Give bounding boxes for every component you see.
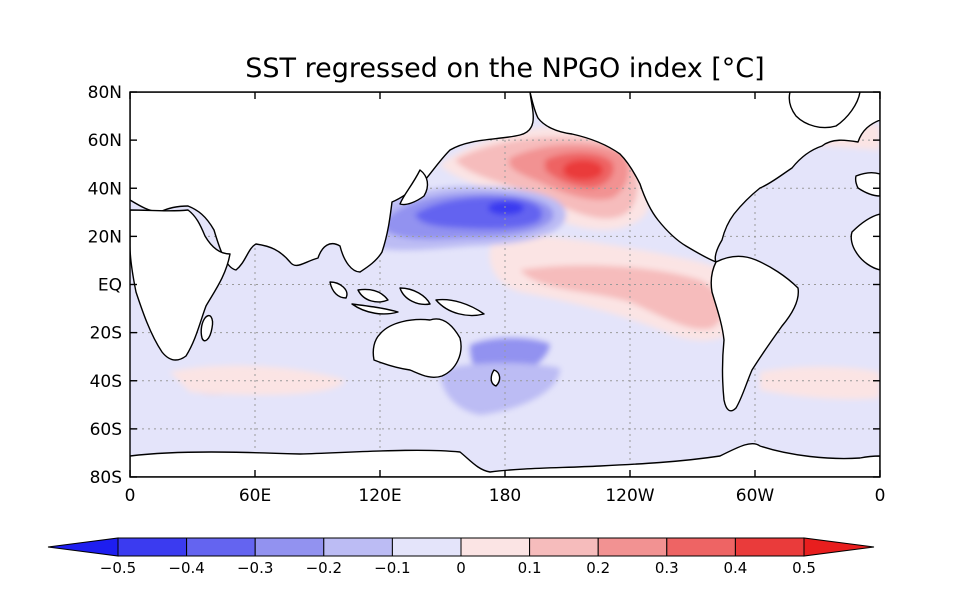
continents	[130, 92, 880, 477]
x-tick-label: 0	[875, 486, 886, 506]
warm-core-north-pacific	[563, 160, 603, 180]
colorbar-tick-label: −0.1	[374, 559, 410, 577]
x-tick-label: 120W	[605, 486, 654, 506]
colorbar-arrow-high	[803, 537, 875, 557]
colorbar-tick-label: 0.5	[792, 559, 816, 577]
colorbar-segment	[391, 537, 462, 557]
land-maritime-continent	[329, 281, 485, 317]
y-tick-label: 80S	[90, 468, 122, 488]
x-tick-label: 60W	[736, 486, 775, 506]
axis-ticks	[129, 91, 881, 478]
x-tick-label: 180	[489, 486, 521, 506]
cold-core-west-pacific	[488, 201, 524, 215]
colorbar-segment	[254, 537, 325, 557]
colorbar-tick-label: −0.2	[306, 559, 342, 577]
land-iberia-europe-edge	[854, 171, 880, 197]
colorbar-tick-label: 0	[456, 559, 466, 577]
sst-anomaly-field	[170, 119, 880, 415]
land-madagascar	[200, 314, 214, 342]
x-tick-label: 120E	[358, 486, 401, 506]
y-tick-label: 80N	[88, 83, 122, 103]
colorbar: −0.5 −0.4 −0.3 −0.2 −0.1 0 0.1 0.2 0.3 0.4 0.5	[47, 537, 875, 577]
y-tick-labels: 80N 60N 40N 20N EQ 20S 40S 60S 80S	[88, 83, 122, 488]
y-tick-label: EQ	[98, 276, 122, 296]
land-new-zealand	[490, 369, 501, 387]
colorbar-segment	[117, 537, 188, 557]
colorbar-tick-label: −0.3	[237, 559, 273, 577]
colorbar-segment	[666, 537, 736, 557]
colorbar-arrow-low	[47, 537, 119, 557]
colorbar-segment	[529, 537, 599, 557]
colorbar-segment	[186, 537, 256, 557]
y-tick-label: 20N	[88, 227, 122, 247]
warm-area-south-atlantic	[760, 366, 880, 400]
colorbar-tick-label: 0.3	[655, 559, 679, 577]
y-tick-label: 60S	[90, 420, 122, 440]
land-eurasia	[130, 92, 534, 273]
colorbar-segment	[597, 537, 668, 557]
y-tick-label: 40S	[90, 372, 122, 392]
map-plot-area	[130, 92, 880, 477]
chart-title: SST regressed on the NPGO index [°C]	[245, 53, 764, 84]
y-tick-label: 20S	[90, 324, 122, 344]
x-tick-label: 60E	[239, 486, 271, 506]
colorbar-tick-label: 0.1	[518, 559, 542, 577]
y-tick-label: 60N	[88, 131, 122, 151]
colorbar-tick-label: −0.4	[168, 559, 204, 577]
land-africa	[130, 209, 231, 361]
land-australia	[372, 318, 462, 379]
colorbar-segment	[460, 537, 531, 557]
land-south-america	[710, 255, 799, 412]
warm-area-east-pacific-tongue	[520, 265, 723, 330]
x-tick-label: 0	[125, 486, 136, 506]
colorbar-segment	[323, 537, 393, 557]
y-tick-label: 40N	[88, 179, 122, 199]
colorbar-segment	[734, 537, 805, 557]
land-antarctica	[130, 442, 880, 477]
colorbar-tick-label: −0.5	[100, 559, 136, 577]
land-west-africa-bulge	[850, 213, 880, 271]
x-tick-labels: 0 60E 120E 180 120W 60W 0	[125, 486, 886, 506]
land-japan	[399, 169, 429, 206]
colorbar-tick-label: 0.2	[586, 559, 610, 577]
land-greenland	[788, 92, 861, 129]
cold-area-south-pacific-tail	[440, 362, 560, 415]
colorbar-tick-label: 0.4	[723, 559, 747, 577]
